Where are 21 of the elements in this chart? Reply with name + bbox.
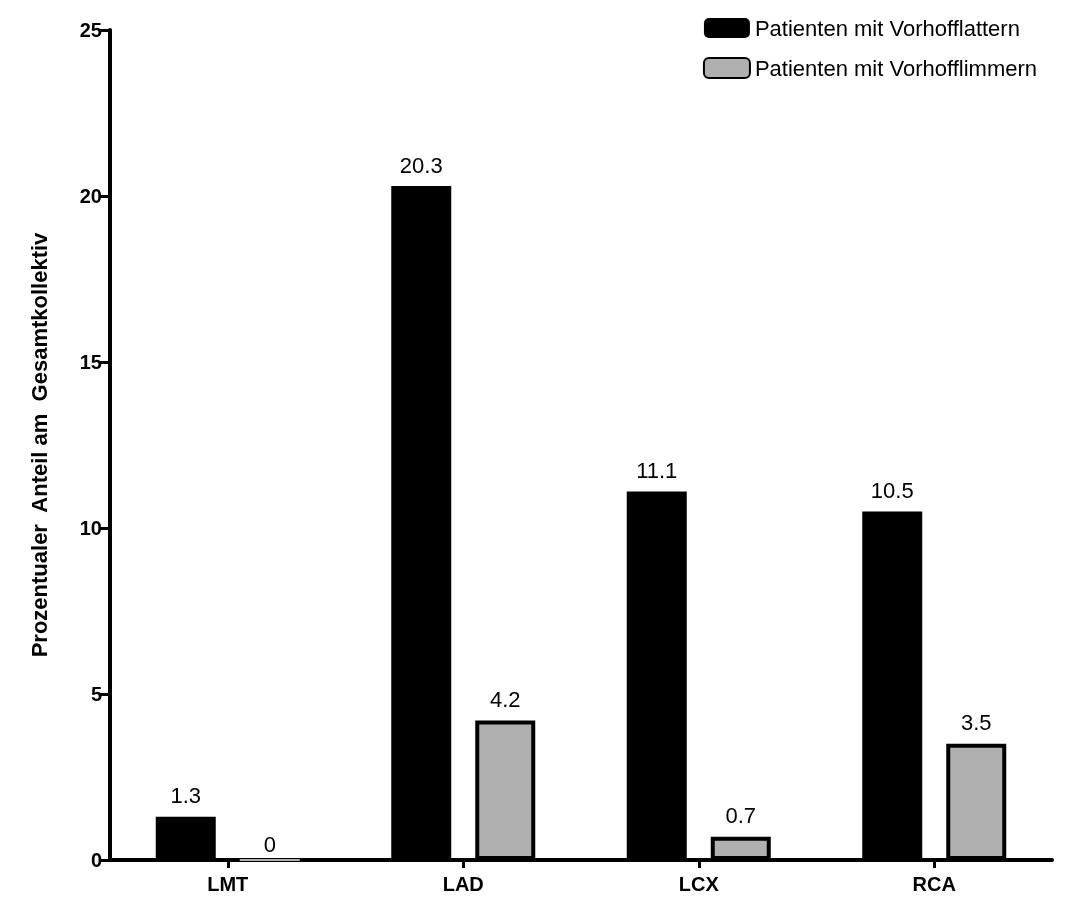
y-tick-label: 0 <box>90 849 102 871</box>
legend-label: Patienten mit Vorhofflattern <box>754 15 1020 41</box>
y-tick-label: 20 <box>79 185 102 207</box>
y-tick-label: 5 <box>90 683 102 705</box>
data-label: 0.7 <box>725 803 757 829</box>
data-label: 4.2 <box>489 687 521 713</box>
x-tick-label: LAD <box>442 873 484 895</box>
y-tick-label: 10 <box>79 517 102 539</box>
y-tick-label: 25 <box>79 19 102 41</box>
x-tick-label: LMT <box>207 873 249 895</box>
x-tick-label: RCA <box>912 873 956 895</box>
data-label: 3.5 <box>960 710 992 736</box>
data-label: 1.3 <box>170 783 202 809</box>
x-tick-label: LCX <box>678 873 720 895</box>
data-label: 11.1 <box>636 457 678 483</box>
y-tick-label: 15 <box>79 351 102 373</box>
legend-label: Patienten mit Vorhofflimmern <box>754 55 1037 81</box>
data-label: 0 <box>263 831 276 857</box>
y-axis-title: Prozentualer Anteil am Gesamtkollektiv <box>26 231 52 658</box>
data-label: 10.5 <box>870 477 914 503</box>
data-label: 20.3 <box>399 152 443 178</box>
